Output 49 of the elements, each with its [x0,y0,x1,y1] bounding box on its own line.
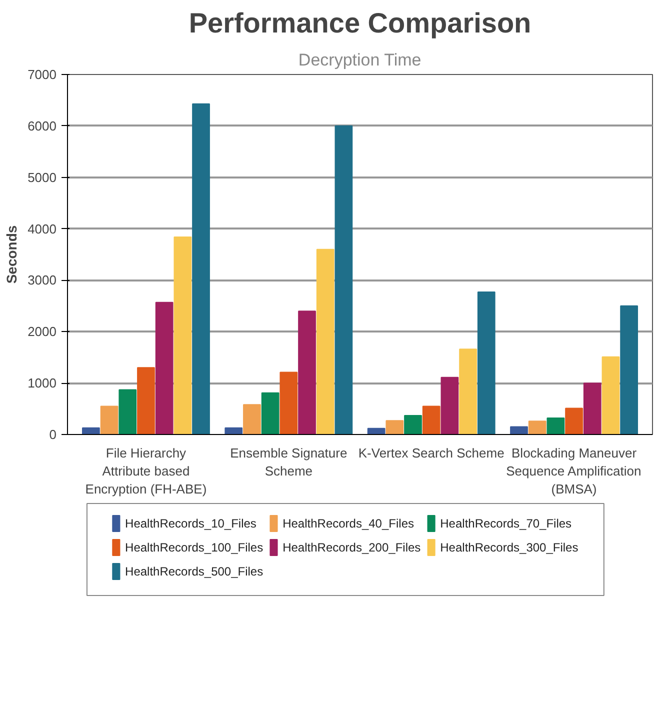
chart-title: Performance Comparison [188,8,532,38]
x-tick-label: Blockading Maneuver Sequence Amplification (BMSA) [506,446,642,496]
y-tick-label: 0 [49,427,57,442]
x-tick-label: K-Vertex Search Scheme [358,446,504,460]
bar [620,305,638,434]
bar [224,427,243,434]
bar [243,404,261,434]
bar [316,248,334,434]
bar [565,408,583,434]
y-tick-label: 7000 [28,67,56,82]
bar [583,382,602,434]
bar [528,420,546,434]
legend-label: HealthRecords_70_Files [440,516,572,530]
bar [602,356,620,434]
bar [440,376,459,434]
y-tick-label: 3000 [28,272,56,288]
bar [118,389,137,434]
bar [155,302,174,434]
legend-label: HealthRecords_40_Files [282,516,414,530]
bar [404,414,422,434]
bar [174,236,192,434]
legend-label: HealthRecords_10_Files [125,516,256,530]
bar [192,103,210,434]
bar [82,427,100,434]
bar [137,367,155,434]
y-tick-label: 4000 [28,221,56,236]
bar [459,348,477,434]
bar [386,420,404,434]
chart-subtitle: Decryption Time [298,50,422,70]
bar [334,125,353,434]
legend-label: HealthRecords_300_Files [440,540,578,554]
x-tick-label: File Hierarchy Attribute based Encryption (FH-ABE) [85,446,207,496]
y-tick-label: 6000 [28,118,56,134]
y-axis-title: Seconds [4,225,20,284]
y-tick-label: 2000 [28,324,56,340]
bar [510,426,528,434]
legend-label: HealthRecords_500_Files [125,564,264,578]
y-tick-label: 1000 [28,376,56,391]
bar [298,310,316,434]
bar [261,392,280,434]
legend-label: HealthRecords_200_Files [282,540,421,554]
bar [546,418,565,434]
bar [477,292,496,434]
bar [422,406,440,434]
bar [100,406,118,434]
bar [280,372,298,434]
y-tick-label: 5000 [28,170,56,185]
x-tick-label: Ensemble Signature Scheme [230,446,348,478]
legend-label: HealthRecords_100_Files [125,540,264,554]
